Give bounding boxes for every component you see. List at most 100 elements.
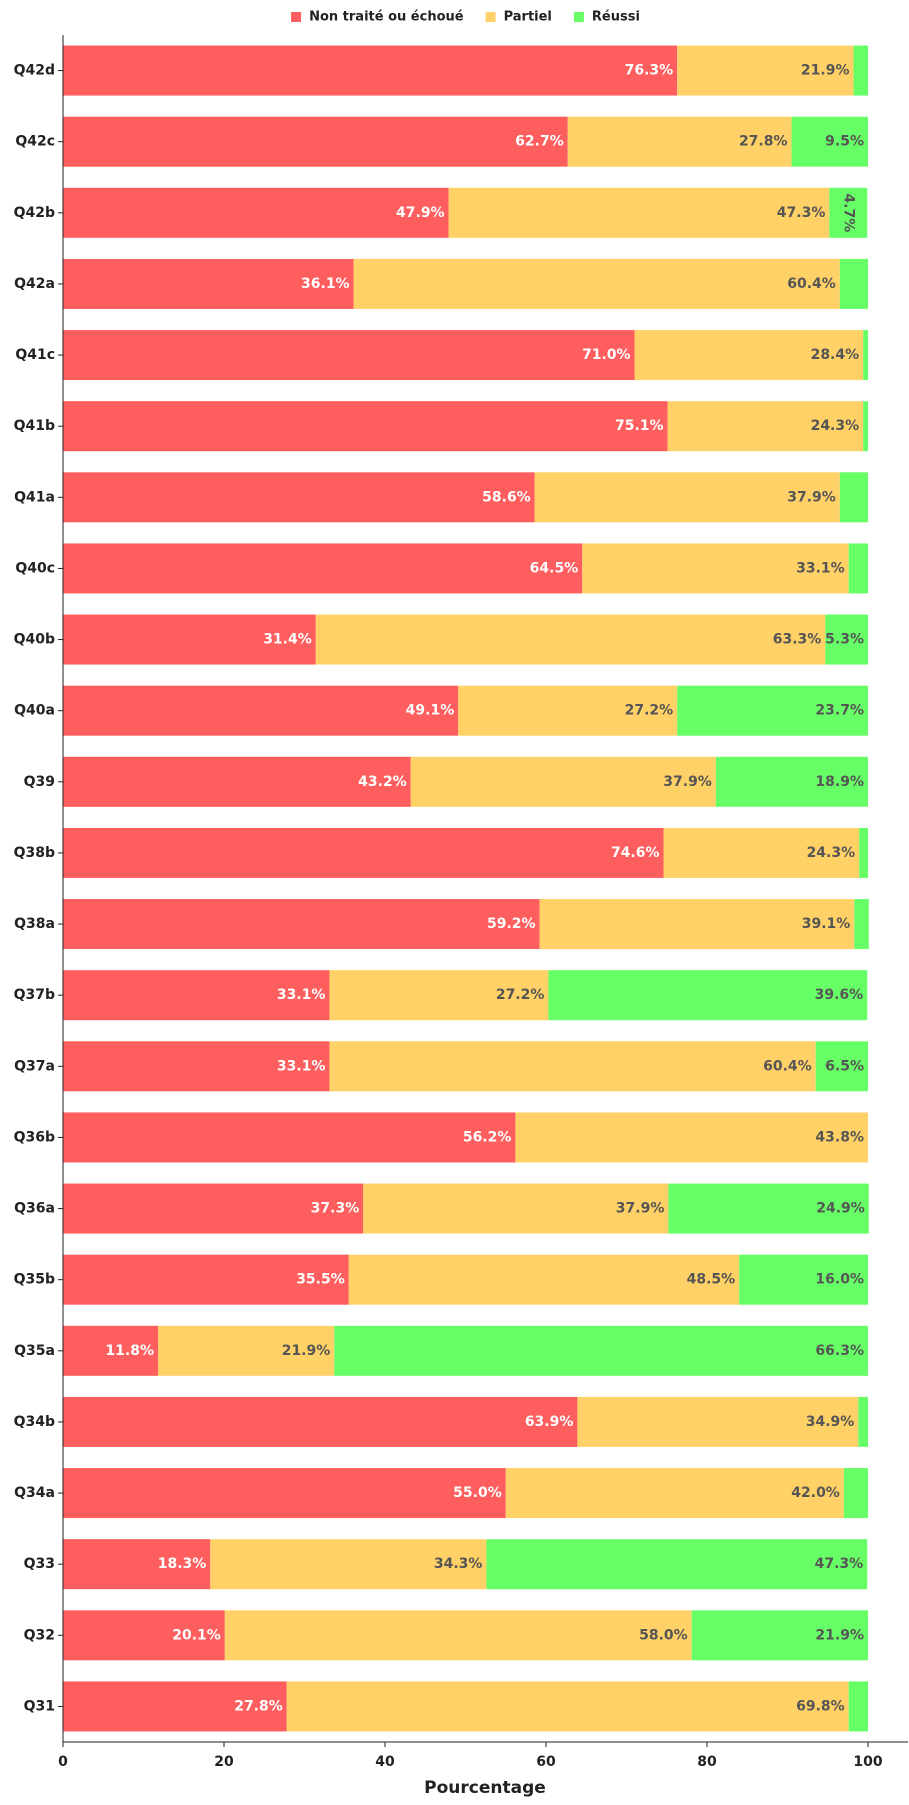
data-label: 60.4% [763, 1058, 812, 1074]
bar-segment [567, 116, 792, 167]
bar-segment [739, 1254, 868, 1305]
data-label: 43.8% [815, 1129, 864, 1145]
data-label: 47.3% [815, 1556, 864, 1572]
y-tick-label: Q32 [24, 1627, 55, 1643]
y-tick-label: Q36a [14, 1201, 55, 1217]
bar-segment [715, 756, 868, 807]
bar-segment [582, 543, 849, 594]
data-label: 39.1% [802, 916, 851, 932]
data-label: 63.9% [525, 1414, 574, 1430]
y-tick-label: Q42d [14, 63, 55, 79]
y-tick-label: Q39 [24, 774, 55, 790]
bar-segment [858, 1396, 868, 1447]
data-label: 31.4% [263, 632, 312, 648]
data-label: 16.0% [815, 1272, 864, 1288]
bar-segment [863, 330, 868, 381]
data-label: 37.9% [787, 489, 836, 505]
bar-segment [63, 1468, 506, 1519]
data-label: 42.0% [791, 1485, 840, 1501]
data-label: 58.0% [639, 1627, 688, 1643]
legend-swatch [485, 12, 496, 22]
bar-segment [63, 401, 668, 452]
bar-segment [63, 827, 664, 878]
data-label: 23.7% [815, 703, 864, 719]
bar-segment [815, 1041, 868, 1092]
x-tick-label: 100 [853, 1754, 882, 1770]
y-tick-label: Q38a [14, 916, 55, 932]
data-label: 18.3% [158, 1556, 207, 1572]
bar-segment [286, 1681, 849, 1732]
x-axis-label: Pourcentage [424, 1778, 546, 1798]
data-label: 63.3% [773, 632, 822, 648]
bar-segment [63, 899, 540, 950]
bar-segment [63, 756, 411, 807]
bar-segment [63, 116, 568, 167]
bar-segment [63, 685, 459, 736]
data-label: 59.2% [487, 916, 536, 932]
bar-segment [691, 1610, 868, 1661]
data-label: 28.4% [811, 347, 860, 363]
bar-segment [548, 970, 868, 1021]
data-label: 33.1% [277, 987, 326, 1003]
data-label: 43.2% [358, 774, 407, 790]
bar-segment [63, 187, 449, 238]
data-label: 58.6% [482, 489, 531, 505]
data-label: 76.3% [625, 63, 674, 79]
y-tick-label: Q33 [24, 1556, 55, 1572]
data-label: 37.3% [311, 1201, 360, 1217]
y-tick-label: Q34a [14, 1485, 55, 1501]
bar-segment [839, 258, 868, 309]
x-tick-label: 20 [214, 1754, 234, 1770]
data-label: 35.5% [296, 1272, 345, 1288]
data-label: 39.6% [815, 987, 864, 1003]
data-label: 27.2% [496, 987, 545, 1003]
legend-swatch [573, 12, 584, 22]
data-label: 75.1% [615, 418, 664, 434]
data-label: 74.6% [611, 845, 660, 861]
data-label: 55.0% [453, 1485, 502, 1501]
bar-segment [486, 1539, 868, 1590]
data-label: 60.4% [787, 276, 836, 292]
data-label: 21.9% [801, 63, 850, 79]
data-label: 18.9% [815, 774, 864, 790]
data-label: 4.7% [840, 193, 856, 232]
bar-segment [363, 1183, 669, 1234]
bar-segment [334, 1325, 868, 1376]
data-label: 33.1% [796, 560, 845, 576]
y-tick-label: Q41a [14, 489, 55, 505]
legend: Non traité ou échoué Partiel Réussi [291, 10, 640, 25]
data-label: 69.8% [796, 1698, 845, 1714]
data-label: 33.1% [277, 1058, 326, 1074]
y-tick-label: Q35b [14, 1272, 55, 1288]
bar-segment [224, 1610, 692, 1661]
data-label: 11.8% [105, 1343, 154, 1359]
bar-segment [329, 1041, 816, 1092]
bar-segment [63, 1041, 330, 1092]
y-tick-label: Q42c [15, 134, 55, 150]
bar-segment [505, 1468, 844, 1519]
legend-label: Non traité ou échoué [309, 10, 464, 25]
data-label: 24.3% [807, 845, 856, 861]
y-tick-label: Q36b [14, 1129, 55, 1145]
bar-segment [791, 116, 868, 167]
data-label: 47.9% [396, 205, 445, 221]
bar-segment [63, 614, 316, 665]
data-label: 71.0% [582, 347, 631, 363]
data-label: 66.3% [815, 1343, 864, 1359]
y-tick-label: Q41b [14, 418, 55, 434]
data-label: 27.8% [234, 1698, 283, 1714]
y-tick-label: Q40a [14, 703, 55, 719]
y-tick-label: Q37b [14, 987, 55, 1003]
y-tick-label: Q42b [14, 205, 55, 221]
data-label: 47.3% [777, 205, 826, 221]
bar-segment [63, 258, 354, 309]
data-label: 56.2% [463, 1129, 512, 1145]
x-tick-label: 0 [58, 1754, 68, 1770]
y-tick-label: Q41c [15, 347, 55, 363]
bar-segment [348, 1254, 740, 1305]
bar-segment [863, 401, 868, 452]
y-tick-label: Q37a [14, 1058, 55, 1074]
data-label: 37.9% [663, 774, 712, 790]
data-label: 64.5% [530, 560, 579, 576]
